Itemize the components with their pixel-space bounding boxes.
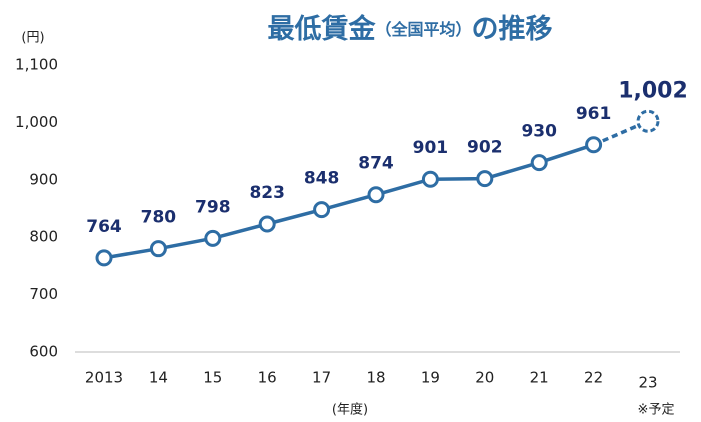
data-point (530, 154, 548, 172)
x-axis-label: (年度) (332, 402, 368, 418)
data-point (636, 109, 660, 133)
x-tick-label: 14 (149, 369, 168, 387)
data-point (585, 136, 603, 154)
y-tick-label: 1,100 (15, 56, 58, 74)
x-tick-label: 23 (638, 374, 657, 392)
data-label: 764 (86, 217, 122, 237)
annotation: ※予定 (638, 403, 675, 418)
data-label: 780 (141, 208, 177, 228)
data-label: 848 (304, 169, 340, 189)
y-tick-label: 600 (29, 343, 58, 361)
data-label: 961 (576, 104, 612, 124)
data-label: 930 (521, 122, 557, 142)
data-point (421, 170, 439, 188)
y-tick-label: 800 (29, 228, 58, 246)
data-point (367, 186, 385, 204)
x-tick-label: 15 (203, 369, 222, 387)
data-point (95, 249, 113, 267)
data-point (204, 229, 222, 247)
x-tick-label: 18 (366, 369, 385, 387)
y-unit-label: (円) (21, 31, 44, 46)
data-point (313, 201, 331, 219)
chart-title: 最低賃金（全国平均）の推移 (267, 13, 552, 45)
data-label: 823 (249, 183, 285, 203)
y-tick-label: 1,000 (15, 113, 58, 131)
x-tick-label: 21 (530, 369, 549, 387)
x-tick-label: 2013 (85, 369, 123, 387)
data-point (476, 170, 494, 188)
title-main: 最低賃金 (267, 13, 376, 45)
title-end: の推移 (472, 14, 553, 45)
data-label: 874 (358, 154, 394, 174)
x-tick-label: 22 (584, 369, 603, 387)
y-tick-label: 900 (29, 170, 58, 188)
y-tick-label: 700 (29, 285, 58, 303)
data-point (149, 240, 167, 258)
data-label: 902 (467, 138, 503, 158)
line-series (103, 143, 595, 260)
data-label: 798 (195, 197, 231, 217)
data-point (258, 215, 276, 233)
data-label: 1,002 (618, 78, 688, 103)
x-tick-label: 17 (312, 369, 331, 387)
data-label: 901 (413, 138, 449, 158)
title-sub: （全国平均） (375, 20, 471, 39)
x-tick-label: 16 (258, 369, 277, 387)
x-tick-label: 20 (475, 369, 494, 387)
x-tick-label: 19 (421, 369, 440, 387)
